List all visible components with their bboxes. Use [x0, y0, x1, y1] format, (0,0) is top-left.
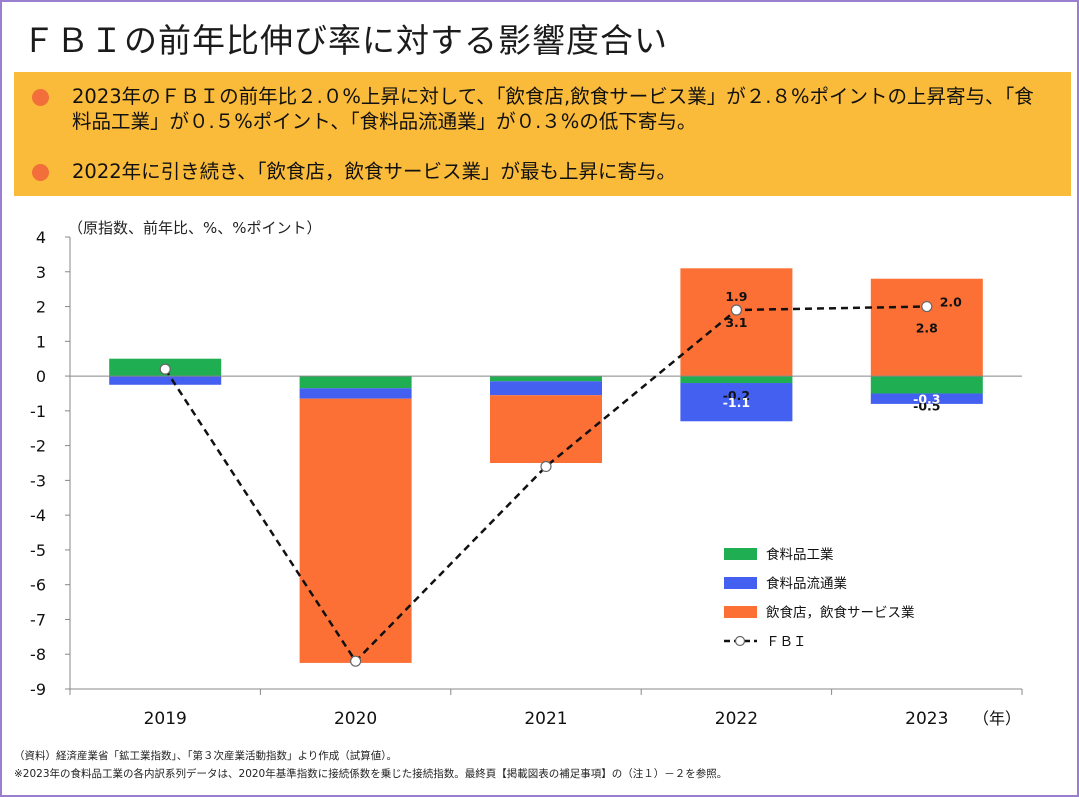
data-label-fbi: 2.0: [940, 295, 962, 310]
chart-area: （原指数、前年比、%、%ポイント） 4 3 2 1 0 -1 -2 -3 -4 -5 -6 -7 -8 -9…: [2, 202, 1079, 742]
fbi-point: [540, 460, 552, 473]
bar-food_distribution: [680, 383, 793, 422]
y-tick-label: 0: [36, 367, 46, 386]
footnote: ※2023年の食料品工業の各内訳系列データは、2020年基準指数に接続係数を乗じ…: [14, 768, 728, 780]
y-tick-label: -9: [30, 680, 46, 699]
source-note: （資料）経済産業省「鉱工業指数」、「第３次産業活動指数」より作成（試算値）。: [14, 750, 398, 762]
bar-restaurant_services: [870, 278, 983, 377]
data-label-food_distribution: -0.3: [913, 392, 940, 407]
bar-food_manufacturing: [490, 376, 602, 382]
legend-swatch-food_manufacturing: [724, 548, 757, 560]
y-tick-label: -3: [30, 471, 46, 490]
data-label-food_distribution: -1.1: [723, 395, 750, 410]
y-tick-label: 3: [36, 263, 46, 282]
bar-food_manufacturing: [870, 376, 983, 394]
bar-restaurant_services: [680, 268, 793, 377]
legend-label: ＦＢＩ: [766, 634, 807, 650]
legend-swatch-food_distribution: [724, 577, 757, 589]
x-tick-label: 2022: [715, 709, 758, 729]
data-label-restaurant_services: 3.1: [725, 315, 747, 330]
y-tick-label: -4: [30, 506, 46, 525]
bar-food_distribution: [490, 381, 602, 396]
data-label-restaurant_services: 2.8: [916, 320, 938, 335]
stacked-bar-line-chart: （原指数、前年比、%、%ポイント） 4 3 2 1 0 -1 -2 -3 -4 -5 -6 -7 -8 -9…: [30, 219, 1023, 729]
bar-food_distribution: [870, 393, 983, 404]
data-label-food_manufacturing: -0.2: [723, 388, 750, 403]
y-tick-label: 2: [36, 298, 46, 317]
data-label-fbi: 1.9: [725, 289, 747, 304]
y-tick-label: -7: [30, 610, 46, 629]
x-tick-label: 2019: [144, 709, 187, 729]
data-label-food_manufacturing: -0.5: [913, 398, 940, 413]
y-tick-label: 4: [36, 228, 46, 247]
summary-text-1: 2023年のＦＢＩの前年比２.０%上昇に対して、「飲食店,飲食サービス業」が２.…: [72, 85, 1034, 133]
x-tick-label: 2023: [905, 709, 948, 729]
y-tick-label: 1: [36, 332, 46, 351]
x-tick-label: 2020: [334, 709, 377, 729]
y-tick-label: -2: [30, 437, 46, 456]
legend-label: 飲食店，飲食サービス業: [766, 604, 915, 621]
bar-restaurant_services: [490, 395, 602, 463]
y-tick-label: -8: [30, 645, 46, 664]
unit-label: （原指数、前年比、%、%ポイント）: [68, 219, 322, 237]
x-tick-label: 2021: [524, 709, 567, 729]
summary-text-2: 2022年に引き続き、「飲食店，飲食サービス業」が最も上昇に寄与。: [72, 160, 677, 183]
y-tick-label: -1: [30, 402, 46, 421]
bullet-icon: [32, 164, 49, 181]
bar-food_distribution: [299, 388, 412, 399]
x-axis-label: （年）: [973, 709, 1021, 728]
legend-swatch-restaurant_services: [724, 606, 757, 618]
notes: （資料）経済産業省「鉱工業指数」、「第３次産業活動指数」より作成（試算値）。 ※…: [14, 747, 727, 783]
fbi-point: [730, 304, 743, 316]
legend-label: 食料品工業: [766, 546, 834, 563]
fbi-line: [164, 305, 927, 664]
y-tick-label: -5: [30, 541, 46, 560]
bar-food_manufacturing: [299, 376, 412, 389]
bar-restaurant_services: [299, 398, 412, 663]
fbi-point: [159, 363, 171, 375]
legend-label: 食料品流通業: [766, 575, 847, 592]
fbi-point: [350, 655, 362, 667]
page-title: ＦＢＩの前年比伸び率に対する影響度合い: [22, 21, 668, 60]
bar-food_manufacturing: [680, 376, 793, 384]
summary-box: 2023年のＦＢＩの前年比２.０%上昇に対して、「飲食店,飲食サービス業」が２.…: [14, 72, 1071, 196]
legend-marker-fbi: [734, 635, 746, 647]
fbi-point: [921, 300, 933, 313]
y-tick-label: -6: [30, 576, 46, 595]
bullet-icon: [32, 89, 49, 106]
bar-food_distribution: [109, 376, 222, 385]
